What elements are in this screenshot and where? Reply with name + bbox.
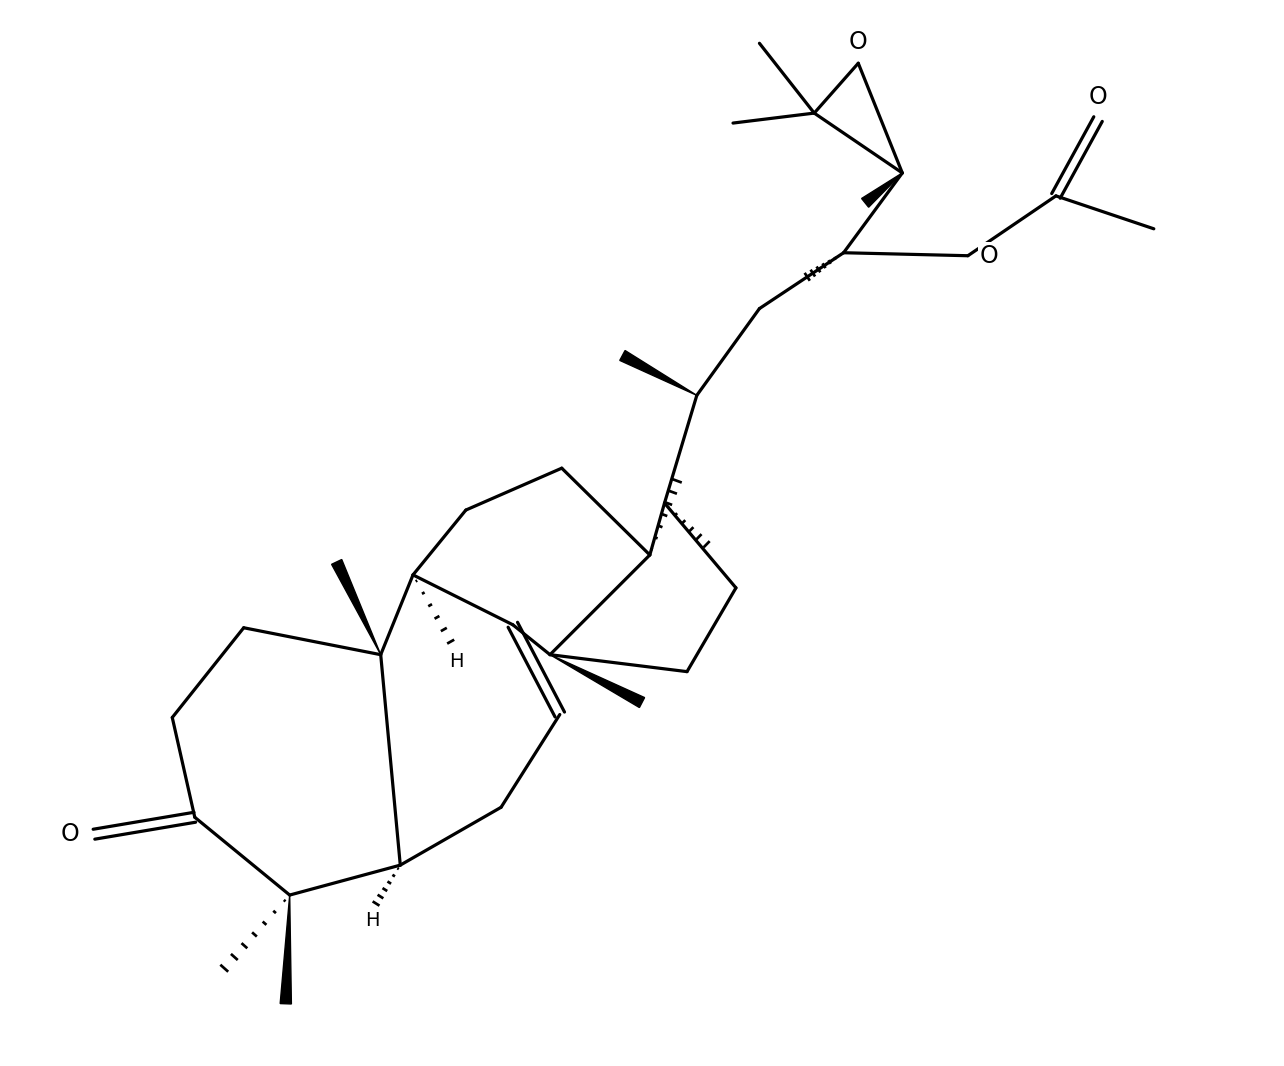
Polygon shape	[280, 895, 291, 1004]
Polygon shape	[620, 351, 697, 395]
Polygon shape	[331, 560, 381, 655]
Text: H: H	[449, 651, 464, 671]
Text: H: H	[365, 911, 379, 930]
Polygon shape	[550, 655, 645, 708]
Polygon shape	[862, 173, 903, 207]
Text: O: O	[980, 244, 998, 268]
Text: O: O	[1089, 85, 1107, 110]
Text: O: O	[849, 30, 868, 53]
Text: O: O	[60, 822, 80, 846]
